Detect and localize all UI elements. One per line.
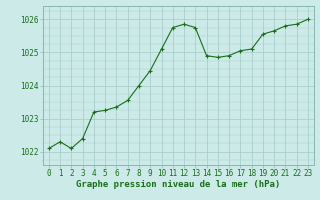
X-axis label: Graphe pression niveau de la mer (hPa): Graphe pression niveau de la mer (hPa)	[76, 180, 281, 189]
